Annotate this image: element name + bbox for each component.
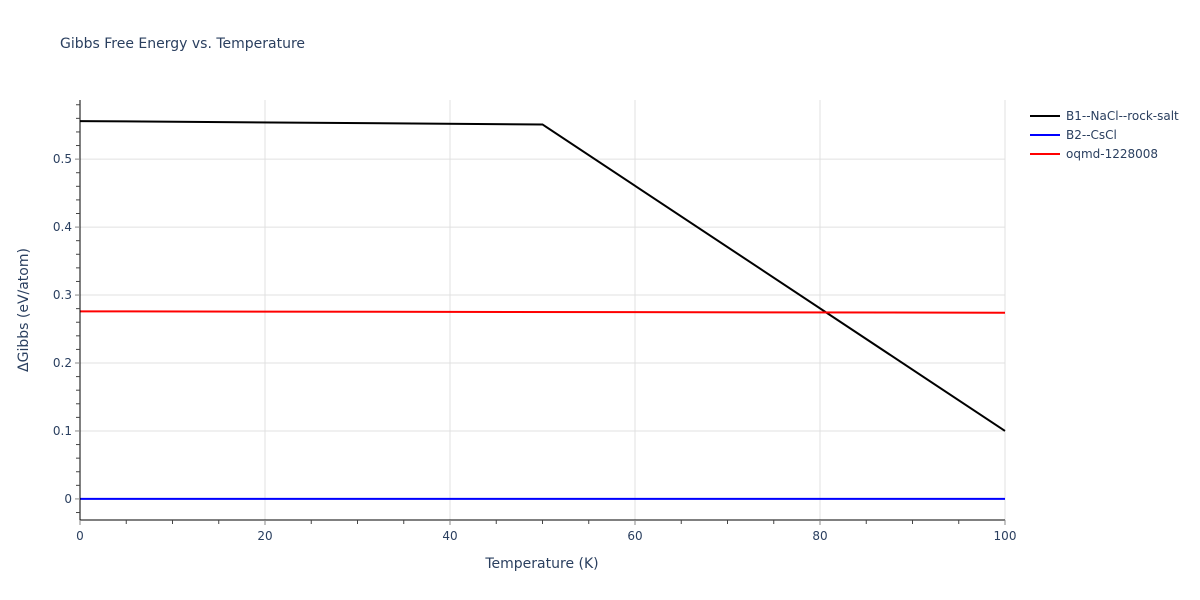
legend-label: B2--CsCl xyxy=(1066,127,1117,142)
svg-text:80: 80 xyxy=(812,529,827,543)
svg-text:40: 40 xyxy=(442,529,457,543)
legend-swatch-b1 xyxy=(1030,114,1060,117)
legend: B1--NaCl--rock-salt B2--CsCl oqmd-122800… xyxy=(1030,106,1179,163)
svg-text:100: 100 xyxy=(994,529,1017,543)
x-axis-title: Temperature (K) xyxy=(484,556,598,572)
svg-text:0.2: 0.2 xyxy=(53,356,72,370)
series-line xyxy=(79,120,1006,432)
series-line xyxy=(79,310,1006,314)
legend-label: B1--NaCl--rock-salt xyxy=(1066,108,1179,123)
legend-item-oqmd[interactable]: oqmd-1228008 xyxy=(1030,144,1179,163)
chart-title: Gibbs Free Energy vs. Temperature xyxy=(60,36,306,52)
data-series xyxy=(79,120,1006,500)
legend-item-b1[interactable]: B1--NaCl--rock-salt xyxy=(1030,106,1179,125)
legend-label: oqmd-1228008 xyxy=(1066,146,1159,161)
y-axis-ticks: 0 0.1 0.2 0.3 0.4 0.5 xyxy=(53,104,80,514)
svg-text:60: 60 xyxy=(627,529,642,543)
svg-text:20: 20 xyxy=(257,529,272,543)
svg-text:0.5: 0.5 xyxy=(53,152,72,166)
svg-text:0: 0 xyxy=(64,492,72,506)
legend-swatch-oqmd xyxy=(1030,152,1060,155)
x-axis-ticks: 0 20 40 60 80 100 xyxy=(76,520,1016,543)
svg-text:0.3: 0.3 xyxy=(53,288,72,302)
svg-text:0.4: 0.4 xyxy=(53,220,72,234)
legend-swatch-b2 xyxy=(1030,133,1060,136)
svg-text:0.1: 0.1 xyxy=(53,424,72,438)
gridlines xyxy=(80,100,1006,520)
legend-item-b2[interactable]: B2--CsCl xyxy=(1030,125,1179,144)
axes xyxy=(79,100,1005,521)
y-axis-title: ΔGibbs (eV/atom) xyxy=(16,248,32,372)
svg-text:0: 0 xyxy=(76,529,84,543)
